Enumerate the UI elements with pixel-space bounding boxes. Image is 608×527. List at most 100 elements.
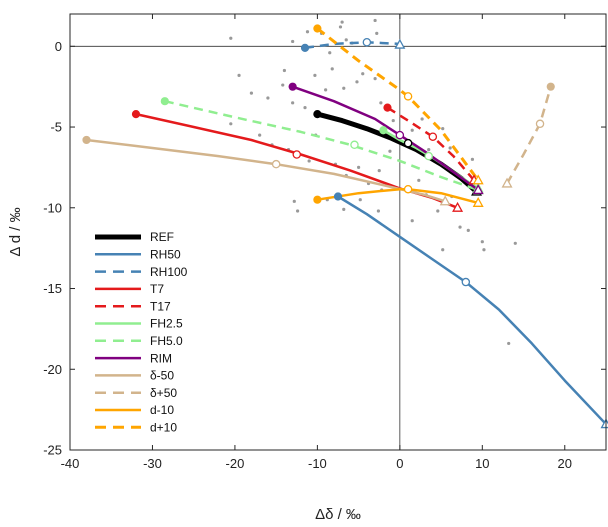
legend-label-t7: T7 [150,282,164,296]
end-marker-rim [472,184,484,195]
scatter-point [292,199,296,203]
scatter-point [303,106,307,110]
mid-marker-d-10 [403,184,413,194]
scatter-point [441,248,445,252]
zero-lines [70,14,606,450]
mid-marker-fh5.0 [350,140,359,150]
scatter-point [436,209,440,213]
legend-label-d-50: δ-50 [150,369,174,383]
series-line-d+10 [316,27,480,182]
scatter-point [373,76,377,81]
scatter-point [281,83,285,87]
scatter-point [358,198,362,202]
scatter-point [355,80,359,84]
scatter-point [410,219,414,223]
scatter-point [237,73,241,77]
start-marker-d-50 [82,135,91,145]
x-tick-label: -30 [143,456,162,471]
y-tick-label: -10 [43,200,62,215]
legend-label-rh50: RH50 [150,248,181,262]
scatter-point [391,118,395,123]
legend-label-fh5.0: FH5.0 [150,334,183,348]
series-line-fh5.0 [164,99,479,192]
scatter-point [458,225,462,229]
legend-label-d+10: d+10 [150,421,177,435]
mid-marker-t17 [428,132,438,141]
scatter-point [482,248,486,252]
start-marker-t7 [131,110,141,119]
start-marker-d+50 [546,82,555,91]
mid-marker-d+50 [535,119,545,129]
legend-label-fh2.5: FH2.5 [150,317,183,331]
scatter-point [388,149,392,153]
start-marker-t17 [383,103,392,112]
scatter-point [229,122,233,126]
scatter-point [338,25,343,29]
series-line-rh100 [304,41,400,50]
start-marker-rh100 [300,43,310,53]
plot-frame [69,13,607,451]
x-tick-label: 10 [475,456,489,471]
scatter-point [258,133,262,137]
mid-marker-rim [395,130,405,140]
scatter-point [513,241,517,245]
mid-marker-rh50 [461,277,471,287]
scatter-points [229,18,517,346]
start-marker-d-10 [313,195,322,204]
end-marker-d-50 [439,195,451,206]
x-tick-label: -10 [308,456,327,471]
x-tick-label: -20 [226,456,245,471]
mid-marker-d-50 [271,159,281,169]
x-axis-title: Δδ / ‰ [315,506,361,523]
axis-ticks: -40 -30 -20 -10 0 10 20 -25 -20 -15 -10 -5 0 [43,14,606,471]
series-line-d-50 [86,138,446,203]
start-marker-fh2.5 [379,126,388,135]
scatter-point [307,159,311,163]
scatter-point [291,101,295,105]
start-marker-ref [313,110,322,119]
legend-label-d-10: d-10 [150,403,174,417]
scatter-point [340,20,344,24]
y-tick-label: -5 [50,120,62,135]
scatter-point [470,157,475,161]
series-line-d+50 [505,86,553,185]
legend-label-t17: T17 [150,299,171,313]
scatter-point [417,178,421,182]
series-markers [82,24,608,429]
legend-label-rim: RIM [150,351,172,365]
scatter-point [357,165,361,170]
mid-marker-d+10 [403,92,413,101]
scatter-point [420,117,424,121]
start-marker-rim [288,82,297,91]
scatter-point [441,127,445,131]
y-tick-label: -15 [43,281,62,296]
legend: REF RH50 RH100 T7 T17 FH2.5 FH5.0 RIM δ-50 δ+50 d-… [95,230,188,435]
legend-label-rh100: RH100 [150,265,188,279]
plot-background [70,14,606,450]
x-tick-label: 20 [558,456,572,471]
scatter-point [313,73,317,77]
scatter-point [249,91,254,95]
scatter-point [410,128,414,132]
scatter-point [291,39,295,44]
x-tick-label: 0 [396,456,403,471]
mid-marker-ref [403,138,413,148]
scatter-point [480,240,484,244]
scatter-point [324,88,328,92]
scatter-point [342,207,346,211]
end-marker-d-10 [472,196,484,207]
scatter-point [379,101,383,105]
x-tick-label: -40 [61,456,80,471]
scatter-point [344,38,348,42]
start-marker-d+10 [313,24,322,33]
scatter-point [229,36,233,40]
scatter-point [330,67,334,71]
end-marker-rh100 [394,38,406,49]
mid-marker-fh2.5 [424,151,433,161]
scatter-point [507,341,511,346]
scatter-point [427,148,431,152]
scatter-point [328,51,332,55]
y-tick-label: -25 [43,443,62,458]
mid-marker-t7 [292,150,302,159]
